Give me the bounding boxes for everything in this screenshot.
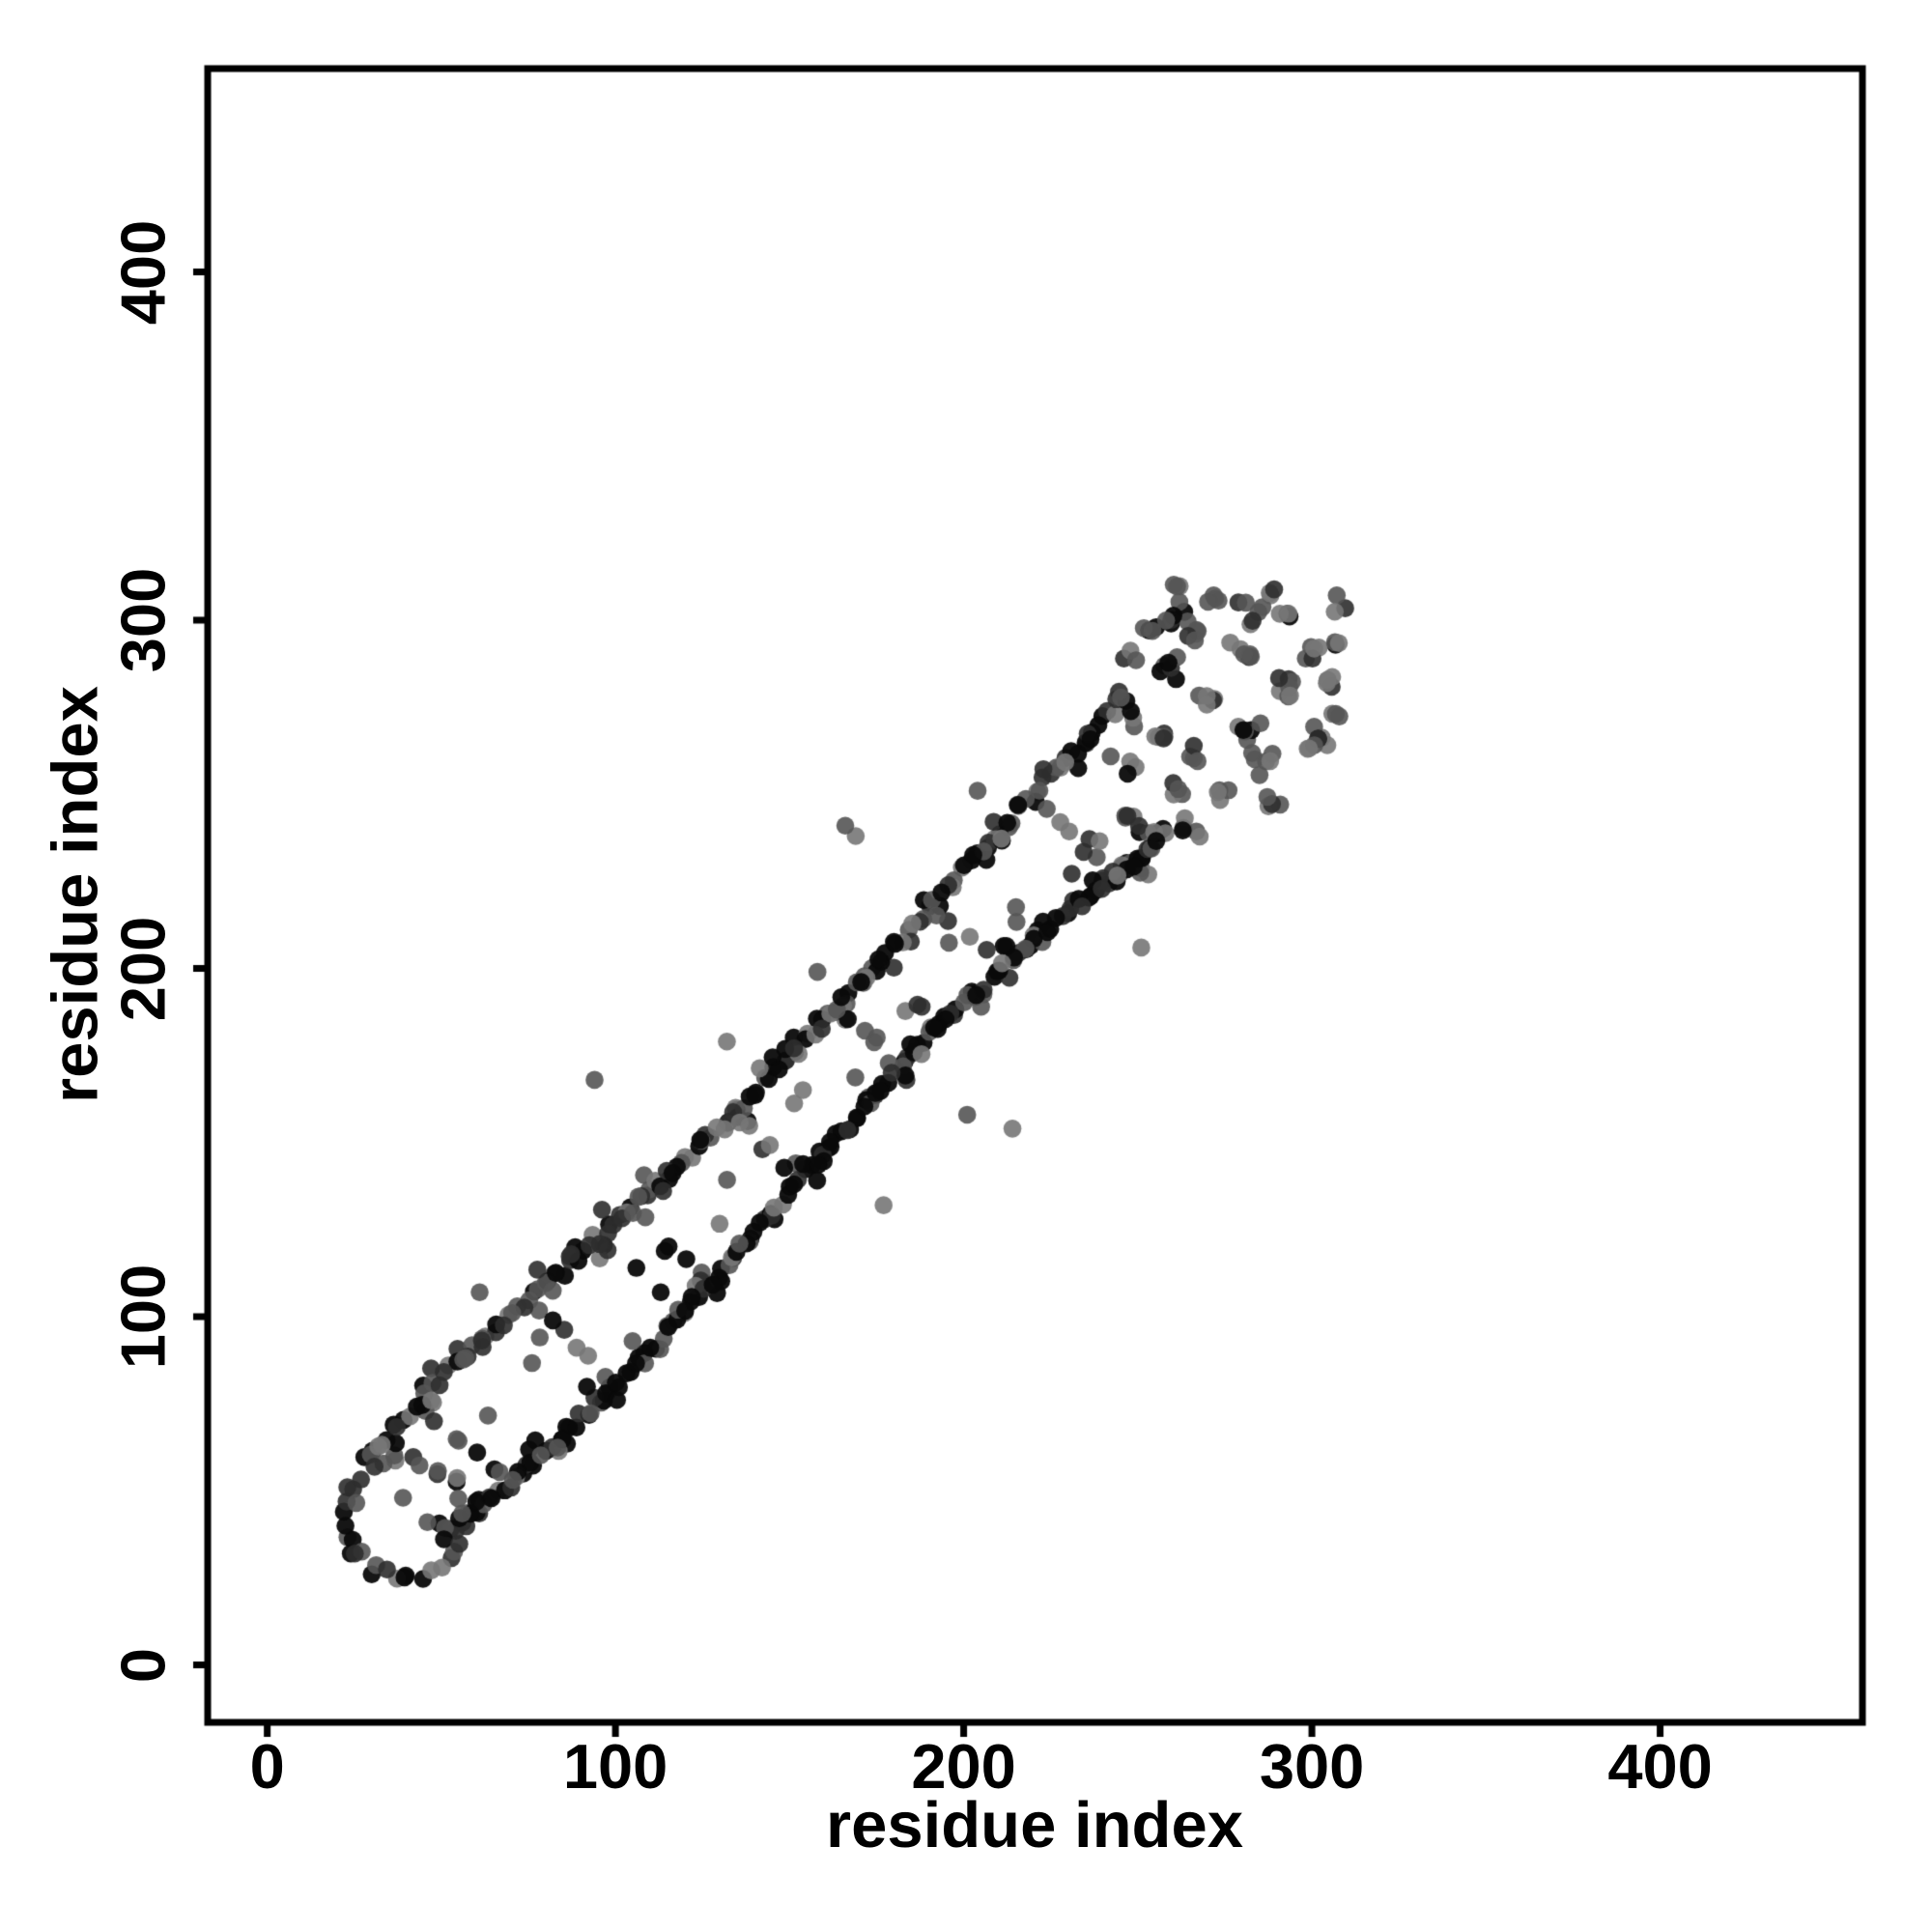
y-axis-tick-label: 200 [107, 916, 179, 1021]
x-axis-tick-label: 300 [1259, 1731, 1365, 1802]
x-axis-tick-label: 400 [1607, 1731, 1713, 1802]
x-axis-tick-label: 200 [911, 1731, 1016, 1802]
y-axis-tick-label: 400 [107, 219, 179, 325]
y-axis-tick-label: 0 [107, 1647, 179, 1683]
y-axis-tick-label: 300 [107, 567, 179, 673]
x-axis-title: residue index [826, 1789, 1243, 1861]
y-axis-tick-label: 100 [107, 1264, 179, 1370]
x-axis-tick-label: 100 [562, 1731, 668, 1802]
y-axis-title: residue index [39, 686, 112, 1103]
x-axis-tick-label: 0 [249, 1731, 285, 1802]
